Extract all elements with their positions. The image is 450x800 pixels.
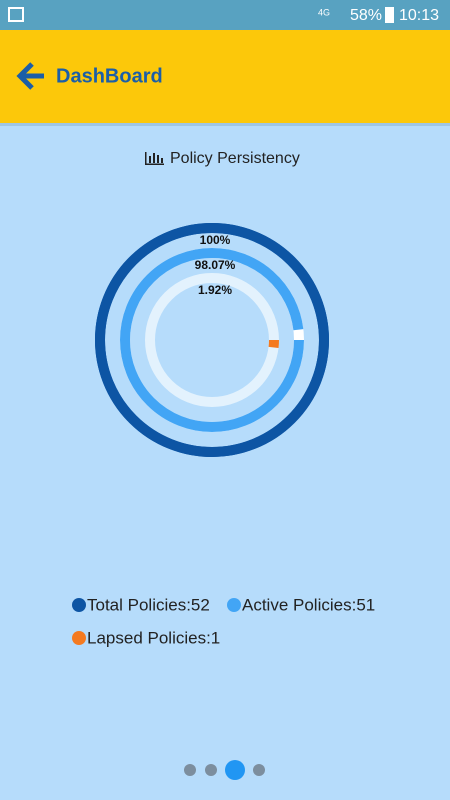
battery-icon (385, 7, 394, 23)
back-button[interactable] (16, 62, 44, 90)
legend-label: Total Policies:52 (87, 595, 210, 614)
status-bar (0, 0, 450, 30)
app-bar (0, 30, 450, 123)
legend-marker (72, 598, 86, 612)
value-label: 1.92% (198, 283, 232, 297)
chart-title: Policy Persistency (170, 150, 300, 167)
ring-arc (95, 223, 329, 457)
app-title: DashBoard (56, 65, 163, 87)
ring-arc (145, 273, 279, 407)
network-type: 4G (318, 7, 330, 17)
legend-marker (72, 631, 86, 645)
gallery-icon (8, 7, 24, 22)
battery-level: 58% (350, 7, 382, 24)
chart-icon (145, 152, 164, 165)
app-bar-shadow (0, 123, 450, 126)
value-label: 98.07% (195, 258, 236, 272)
ring-arc (120, 248, 304, 432)
page-dot[interactable] (184, 764, 196, 776)
page-indicator[interactable] (184, 760, 265, 780)
clock: 10:13 (399, 7, 439, 24)
legend-marker (227, 598, 241, 612)
value-label: 100% (200, 233, 231, 247)
radial-chart: 100% 98.07% 1.92% (95, 223, 329, 457)
legend-label: Active Policies:51 (242, 595, 375, 614)
page-dot[interactable] (253, 764, 265, 776)
page-dot[interactable] (205, 764, 217, 776)
legend-label: Lapsed Policies:1 (87, 628, 220, 647)
legend: Total Policies:52 Active Policies:51 Lapse… (72, 595, 375, 647)
page-dot-active[interactable] (225, 760, 245, 780)
